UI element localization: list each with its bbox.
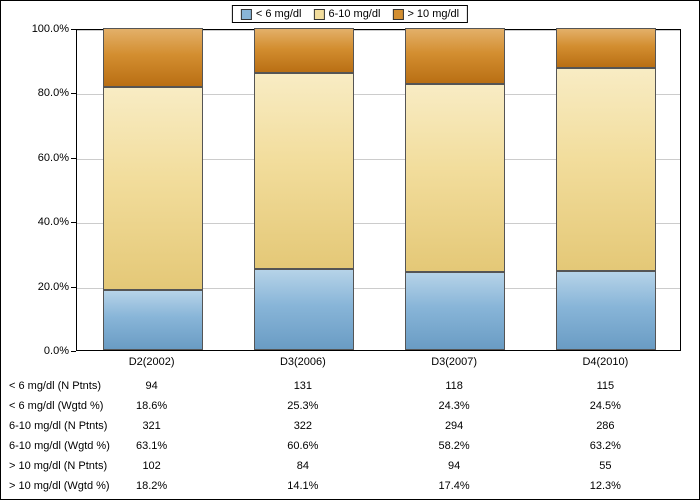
y-tick-label: 40.0% bbox=[19, 216, 69, 228]
bar-segment-lt6 bbox=[556, 271, 656, 350]
table-row: > 10 mg/dl (Wgtd %)18.2%14.1%17.4%12.3% bbox=[1, 476, 700, 496]
table-cell: 115 bbox=[530, 380, 681, 392]
table-cell: 84 bbox=[227, 460, 378, 472]
legend-label: > 10 mg/dl bbox=[407, 8, 459, 20]
table-cell: 294 bbox=[379, 420, 530, 432]
legend-swatch-gt10 bbox=[392, 9, 403, 20]
legend-item: < 6 mg/dl bbox=[241, 8, 302, 20]
y-tick bbox=[71, 29, 76, 30]
bar-segment-six10 bbox=[405, 84, 505, 271]
x-tick-label: D3(2006) bbox=[253, 356, 353, 368]
table-cell: 17.4% bbox=[379, 480, 530, 492]
table-cell: 12.3% bbox=[530, 480, 681, 492]
bars-layer bbox=[77, 30, 680, 350]
table-cell: 18.2% bbox=[76, 480, 227, 492]
bar-segment-six10 bbox=[254, 73, 354, 268]
table-cell: 60.6% bbox=[227, 440, 378, 452]
bar-segment-six10 bbox=[103, 87, 203, 290]
legend-label: < 6 mg/dl bbox=[256, 8, 302, 20]
table-cell: 131 bbox=[227, 380, 378, 392]
y-tick-label: 100.0% bbox=[19, 23, 69, 35]
table-cell: 322 bbox=[227, 420, 378, 432]
legend-item: > 10 mg/dl bbox=[392, 8, 459, 20]
bar-group bbox=[405, 30, 505, 350]
table-row: 6-10 mg/dl (Wgtd %)63.1%60.6%58.2%63.2% bbox=[1, 436, 700, 456]
table-cell: 55 bbox=[530, 460, 681, 472]
y-tick bbox=[71, 93, 76, 94]
legend-label: 6-10 mg/dl bbox=[328, 8, 380, 20]
plot-area bbox=[76, 29, 681, 351]
y-tick bbox=[71, 287, 76, 288]
legend-swatch-six10 bbox=[313, 9, 324, 20]
table-cell: 63.1% bbox=[76, 440, 227, 452]
bar-group bbox=[556, 30, 656, 350]
table-cell: 24.5% bbox=[530, 400, 681, 412]
bar-segment-six10 bbox=[556, 68, 656, 272]
legend-swatch-lt6 bbox=[241, 9, 252, 20]
x-tick-label: D3(2007) bbox=[404, 356, 504, 368]
chart-container: < 6 mg/dl 6-10 mg/dl > 10 mg/dl 0.0% 20.0… bbox=[0, 0, 700, 500]
table-cell: 18.6% bbox=[76, 400, 227, 412]
y-tick-label: 0.0% bbox=[19, 345, 69, 357]
legend: < 6 mg/dl 6-10 mg/dl > 10 mg/dl bbox=[232, 5, 468, 23]
legend-item: 6-10 mg/dl bbox=[313, 8, 380, 20]
table-cell: 94 bbox=[76, 380, 227, 392]
y-tick-label: 20.0% bbox=[19, 281, 69, 293]
y-tick bbox=[71, 158, 76, 159]
table-cell: 63.2% bbox=[530, 440, 681, 452]
table-cell: 14.1% bbox=[227, 480, 378, 492]
y-tick-label: 80.0% bbox=[19, 87, 69, 99]
x-tick-label: D4(2010) bbox=[555, 356, 655, 368]
bar-segment-gt10 bbox=[103, 28, 203, 87]
table-cell: 321 bbox=[76, 420, 227, 432]
y-tick-label: 60.0% bbox=[19, 152, 69, 164]
x-tick-label: D2(2002) bbox=[102, 356, 202, 368]
table-row: < 6 mg/dl (N Ptnts)94131118115 bbox=[1, 376, 700, 396]
bar-segment-gt10 bbox=[254, 28, 354, 73]
y-tick bbox=[71, 222, 76, 223]
bar-group bbox=[254, 30, 354, 350]
bar-segment-gt10 bbox=[405, 28, 505, 84]
y-tick bbox=[71, 351, 76, 352]
table-row: > 10 mg/dl (N Ptnts)102849455 bbox=[1, 456, 700, 476]
table-row: < 6 mg/dl (Wgtd %)18.6%25.3%24.3%24.5% bbox=[1, 396, 700, 416]
table-cell: 286 bbox=[530, 420, 681, 432]
table-cell: 102 bbox=[76, 460, 227, 472]
table-cell: 25.3% bbox=[227, 400, 378, 412]
table-cell: 58.2% bbox=[379, 440, 530, 452]
table-cell: 118 bbox=[379, 380, 530, 392]
bar-segment-lt6 bbox=[405, 272, 505, 350]
data-table: < 6 mg/dl (N Ptnts)94131118115< 6 mg/dl … bbox=[1, 376, 700, 496]
table-cell: 24.3% bbox=[379, 400, 530, 412]
bar-group bbox=[103, 30, 203, 350]
bar-segment-gt10 bbox=[556, 28, 656, 68]
table-row: 6-10 mg/dl (N Ptnts)321322294286 bbox=[1, 416, 700, 436]
bar-segment-lt6 bbox=[254, 269, 354, 350]
bar-segment-lt6 bbox=[103, 290, 203, 350]
table-cell: 94 bbox=[379, 460, 530, 472]
